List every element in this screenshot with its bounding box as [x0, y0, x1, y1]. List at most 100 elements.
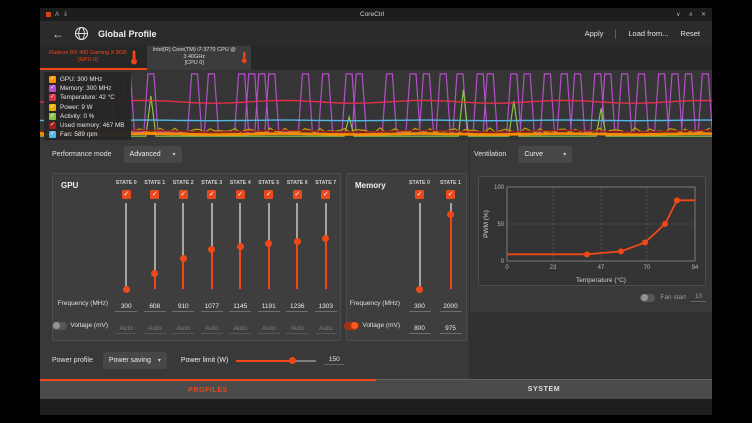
frequency-value[interactable]: 1077: [200, 303, 223, 312]
frequency-value[interactable]: 1145: [229, 303, 252, 312]
state-checkbox[interactable]: [207, 190, 217, 199]
frequency-value[interactable]: 1236: [286, 303, 309, 312]
ventilation-mode-select[interactable]: Curve: [518, 146, 573, 163]
state-checkbox[interactable]: [321, 190, 331, 199]
frequency-slider[interactable]: [150, 203, 160, 289]
frequency-slider[interactable]: [235, 203, 245, 289]
voltage-value[interactable]: Auto: [143, 325, 166, 334]
voltage-value[interactable]: Auto: [229, 325, 252, 334]
legend-checkbox-power[interactable]: [49, 103, 56, 111]
performance-mode-select[interactable]: Advanced: [123, 146, 182, 163]
state-checkbox[interactable]: [446, 190, 455, 199]
legend-label: Temperature: 42 °C: [60, 94, 115, 102]
graph-legend: GPU: 300 MHz Memory: 300 MHz Temperature…: [44, 72, 132, 143]
legend-label: Used memory: 467 MB: [60, 122, 125, 130]
frequency-slider[interactable]: [415, 203, 425, 293]
frequency-slider[interactable]: [292, 203, 302, 289]
frequency-slider[interactable]: [321, 203, 331, 289]
state-checkbox[interactable]: [264, 190, 274, 199]
legend-checkbox-used-memory[interactable]: [49, 122, 56, 130]
frequency-row-label: Frequency (MHz): [349, 300, 400, 307]
slider-knob[interactable]: [322, 234, 330, 242]
voltage-value[interactable]: 800: [408, 325, 431, 334]
frequency-value[interactable]: 1191: [257, 303, 280, 312]
tab-gpu-label: Radeon RX 480 Gaming X 8GB [GPU 0]: [49, 50, 127, 63]
frequency-value[interactable]: 300: [408, 303, 431, 312]
tab-gpu-device[interactable]: Radeon RX 480 Gaming X 8GB [GPU 0]: [40, 46, 147, 70]
frequency-slider[interactable]: [207, 203, 217, 289]
state-checkbox[interactable]: [292, 190, 302, 199]
slider-knob[interactable]: [122, 285, 130, 293]
power-limit-slider[interactable]: [236, 356, 317, 365]
fan-curve-chart[interactable]: 0 23 47 70 94 0 50 100 Temperature (°C) PWM (%): [481, 179, 705, 285]
performance-mode-value: Advanced: [129, 151, 161, 158]
state-label: STATE 0: [115, 180, 137, 186]
slider-knob[interactable]: [179, 254, 187, 262]
load-from-button[interactable]: Load from...: [628, 29, 669, 38]
frequency-value[interactable]: 910: [172, 303, 195, 312]
fan-start-toggle[interactable]: [640, 293, 656, 302]
power-limit-value[interactable]: 150: [324, 356, 345, 365]
tab-system[interactable]: SYSTEM: [376, 379, 712, 399]
reset-button[interactable]: Reset: [680, 29, 700, 38]
frequency-value[interactable]: 300: [115, 303, 138, 312]
voltage-value[interactable]: Auto: [314, 325, 337, 334]
state-checkbox[interactable]: [121, 190, 131, 199]
frequency-slider[interactable]: [178, 203, 188, 289]
gpu-voltage-toggle[interactable]: [52, 321, 68, 330]
state-label: STATE 1: [144, 180, 166, 186]
fan-start-value[interactable]: 10: [691, 293, 706, 302]
thermometer-icon: [241, 51, 247, 63]
chevron-down-icon: [173, 151, 176, 158]
slider-knob[interactable]: [447, 210, 454, 218]
slider-knob[interactable]: [151, 269, 159, 277]
legend-checkbox-temperature[interactable]: [49, 94, 56, 102]
legend-checkbox-activity[interactable]: [49, 112, 56, 120]
apply-button[interactable]: Apply: [584, 29, 604, 38]
svg-text:Temperature (°C): Temperature (°C): [576, 276, 626, 284]
state-checkbox[interactable]: [235, 190, 245, 199]
minimize-button[interactable]: ∨: [676, 12, 681, 18]
legend-checkbox-fan[interactable]: [49, 131, 56, 139]
voltage-value[interactable]: Auto: [115, 325, 138, 334]
slider-knob[interactable]: [293, 238, 301, 246]
svg-text:100: 100: [494, 185, 505, 191]
frequency-slider[interactable]: [264, 203, 274, 289]
state-checkbox[interactable]: [178, 190, 188, 199]
frequency-value[interactable]: 2000: [439, 303, 462, 312]
slider-knob[interactable]: [265, 240, 273, 248]
frequency-value[interactable]: 1303: [314, 303, 337, 312]
tab-profiles[interactable]: PROFILES: [40, 379, 376, 399]
back-button[interactable]: ←: [52, 26, 64, 41]
voltage-value[interactable]: Auto: [200, 325, 223, 334]
state-label: STATE 1: [440, 180, 461, 186]
slider-knob[interactable]: [416, 285, 423, 293]
tab-cpu-device[interactable]: Intel(R) Core(TM) i7-3770 CPU @ 3.40GHz …: [147, 46, 251, 70]
power-profile-label: Power profile: [52, 357, 93, 364]
legend-label: Activity: 0 %: [60, 112, 95, 120]
state-checkbox[interactable]: [415, 190, 424, 199]
slider-knob[interactable]: [236, 242, 244, 250]
state-label: STATE 7: [315, 180, 337, 186]
voltage-value[interactable]: Auto: [286, 325, 309, 334]
slider-knob[interactable]: [208, 246, 216, 254]
gpu-state-column: STATE 0: [112, 180, 141, 293]
legend-checkbox-gpu[interactable]: [49, 76, 56, 84]
slider-knob[interactable]: [288, 357, 296, 364]
voltage-value[interactable]: Auto: [172, 325, 195, 334]
maximize-button[interactable]: ∧: [688, 12, 693, 18]
state-checkbox[interactable]: [150, 190, 160, 199]
voltage-value[interactable]: Auto: [257, 325, 280, 334]
frequency-slider[interactable]: [121, 203, 131, 293]
power-profile-value: Power saving: [108, 357, 151, 364]
legend-checkbox-memory[interactable]: [49, 85, 56, 93]
frequency-slider[interactable]: [446, 203, 456, 289]
voltage-value[interactable]: 975: [439, 325, 462, 334]
close-button[interactable]: ✕: [700, 12, 706, 18]
legend-row: Fan: 589 rpm: [49, 130, 124, 139]
power-profile-select[interactable]: Power saving: [102, 352, 167, 369]
frequency-value[interactable]: 608: [143, 303, 166, 312]
legend-row: Used memory: 467 MB: [49, 121, 124, 130]
voltage-row-label: Voltage (mV): [70, 322, 108, 329]
memory-voltage-toggle[interactable]: [344, 321, 360, 330]
